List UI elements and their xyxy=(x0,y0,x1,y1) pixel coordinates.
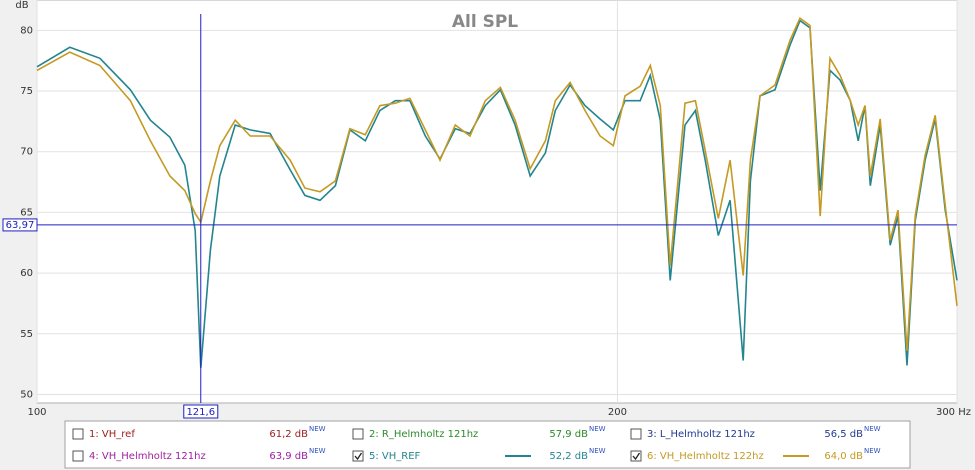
y-tick-label: 70 xyxy=(20,147,33,158)
legend-checkbox[interactable] xyxy=(352,428,364,440)
legend-label: 5: VH_REF xyxy=(369,451,421,462)
x-tick-label: 100 xyxy=(27,407,46,418)
legend-tag: NEW xyxy=(309,425,326,433)
x-tick-label: 200 xyxy=(608,407,627,418)
legend-tag: NEW xyxy=(864,425,881,433)
cursor-y-label: 63,97 xyxy=(6,220,35,231)
legend-label: 4: VH_Helmholtz 121hz xyxy=(89,451,206,462)
legend-checkbox[interactable] xyxy=(352,450,364,462)
legend-reading: 56,5 dB xyxy=(824,429,863,440)
y-tick-label: 80 xyxy=(20,25,33,36)
y-tick-label: 50 xyxy=(20,390,33,401)
legend-reading: 57,9 dB xyxy=(549,429,588,440)
legend-tag: NEW xyxy=(309,447,326,455)
legend-checkbox[interactable] xyxy=(630,428,642,440)
y-tick-label: 55 xyxy=(20,329,33,340)
cursor-y-box xyxy=(2,218,38,232)
legend-label: 6: VH_Helmholtz 122hz xyxy=(647,451,764,462)
legend-box xyxy=(64,420,911,469)
cursor-x-box xyxy=(183,404,219,419)
legend-label: 1: VH_ref xyxy=(89,429,135,440)
legend-checkbox[interactable] xyxy=(72,428,84,440)
checkmark xyxy=(354,452,363,461)
cursor-x-label: 121,6 xyxy=(186,407,215,418)
legend-checkbox[interactable] xyxy=(630,450,642,462)
y-tick-label: 60 xyxy=(20,268,33,279)
y-axis-label: dB xyxy=(15,0,28,11)
legend-tag: NEW xyxy=(589,425,606,433)
series-line xyxy=(36,16,958,351)
x-tick-label: 300 Hz xyxy=(936,407,971,418)
chart-title: All SPL xyxy=(452,12,518,32)
legend-tag: NEW xyxy=(864,447,881,455)
legend-checkbox[interactable] xyxy=(72,450,84,462)
legend-reading: 52,2 dB xyxy=(549,451,588,462)
legend-label: 2: R_Helmholtz 121hz xyxy=(369,429,478,440)
legend-reading: 63,9 dB xyxy=(269,451,308,462)
legend-reading: 64,0 dB xyxy=(824,451,863,462)
y-tick-label: 75 xyxy=(20,86,33,97)
legend-reading: 61,2 dB xyxy=(269,429,308,440)
legend-label: 3: L_Helmholtz 121hz xyxy=(647,429,755,440)
checkmark xyxy=(632,452,641,461)
legend-tag: NEW xyxy=(589,447,606,455)
y-tick-label: 65 xyxy=(20,207,33,218)
